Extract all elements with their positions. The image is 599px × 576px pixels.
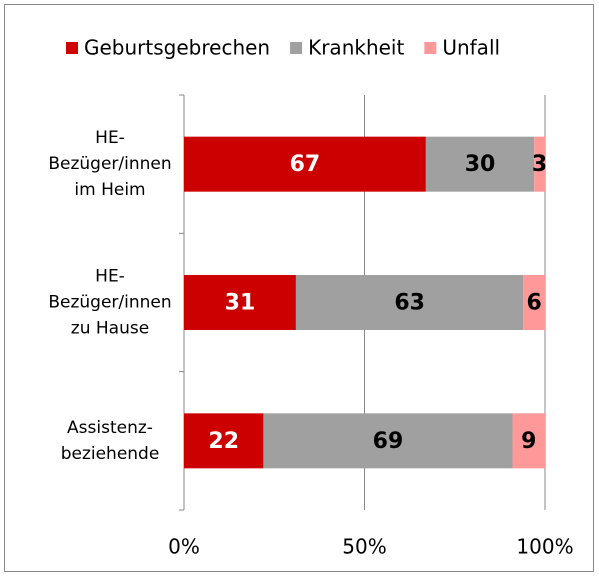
- bar-segment: [295, 275, 524, 330]
- y-tick-label-line: zu Hause: [71, 319, 149, 339]
- legend-swatch: [66, 42, 78, 54]
- y-tick-label-line: HE-: [95, 267, 125, 287]
- data-label: 31: [225, 291, 256, 316]
- data-label: 3: [532, 152, 547, 177]
- y-tick-label-line: HE-: [95, 128, 125, 148]
- y-tick-label: HE- Bezüger/innen im Heim: [48, 128, 171, 200]
- legend-swatch: [424, 42, 437, 54]
- y-tick-label: Assistenz-beziehende: [61, 418, 160, 464]
- bar-segment: [523, 275, 545, 330]
- bar-segment: [184, 136, 426, 192]
- bar-segment: [512, 413, 545, 469]
- y-tick-label-line: Bezüger/innen: [48, 293, 171, 313]
- data-label: 69: [373, 429, 404, 454]
- y-tick-label: HE- Bezüger/innen zu Hause: [48, 267, 171, 339]
- y-tick-label-line: Bezüger/innen: [48, 154, 171, 174]
- x-tick-label: 50%: [342, 535, 386, 559]
- bar-segment: [184, 275, 296, 330]
- legend-label: Geburtsgebrechen: [84, 36, 270, 60]
- data-label: 63: [394, 291, 425, 316]
- y-tick-label-line: im Heim: [74, 180, 145, 200]
- data-label: 22: [208, 429, 239, 454]
- data-label: 67: [290, 152, 321, 177]
- bar-segment: [534, 136, 545, 192]
- y-tick-label-line: Assistenz-: [67, 418, 153, 438]
- y-tick-label-line: beziehende: [61, 444, 160, 464]
- bar-segment: [184, 413, 264, 469]
- data-label: 9: [521, 429, 536, 454]
- legend-label: Unfall: [442, 36, 500, 60]
- data-label: 6: [527, 291, 542, 316]
- bar-segment: [263, 413, 513, 469]
- data-label: 30: [465, 152, 496, 177]
- bar-segment: [425, 136, 535, 192]
- legend-label: Krankheit: [308, 36, 404, 60]
- legend-swatch: [290, 42, 303, 54]
- x-tick-label: 0%: [168, 535, 200, 559]
- x-tick-label: 100%: [516, 535, 573, 559]
